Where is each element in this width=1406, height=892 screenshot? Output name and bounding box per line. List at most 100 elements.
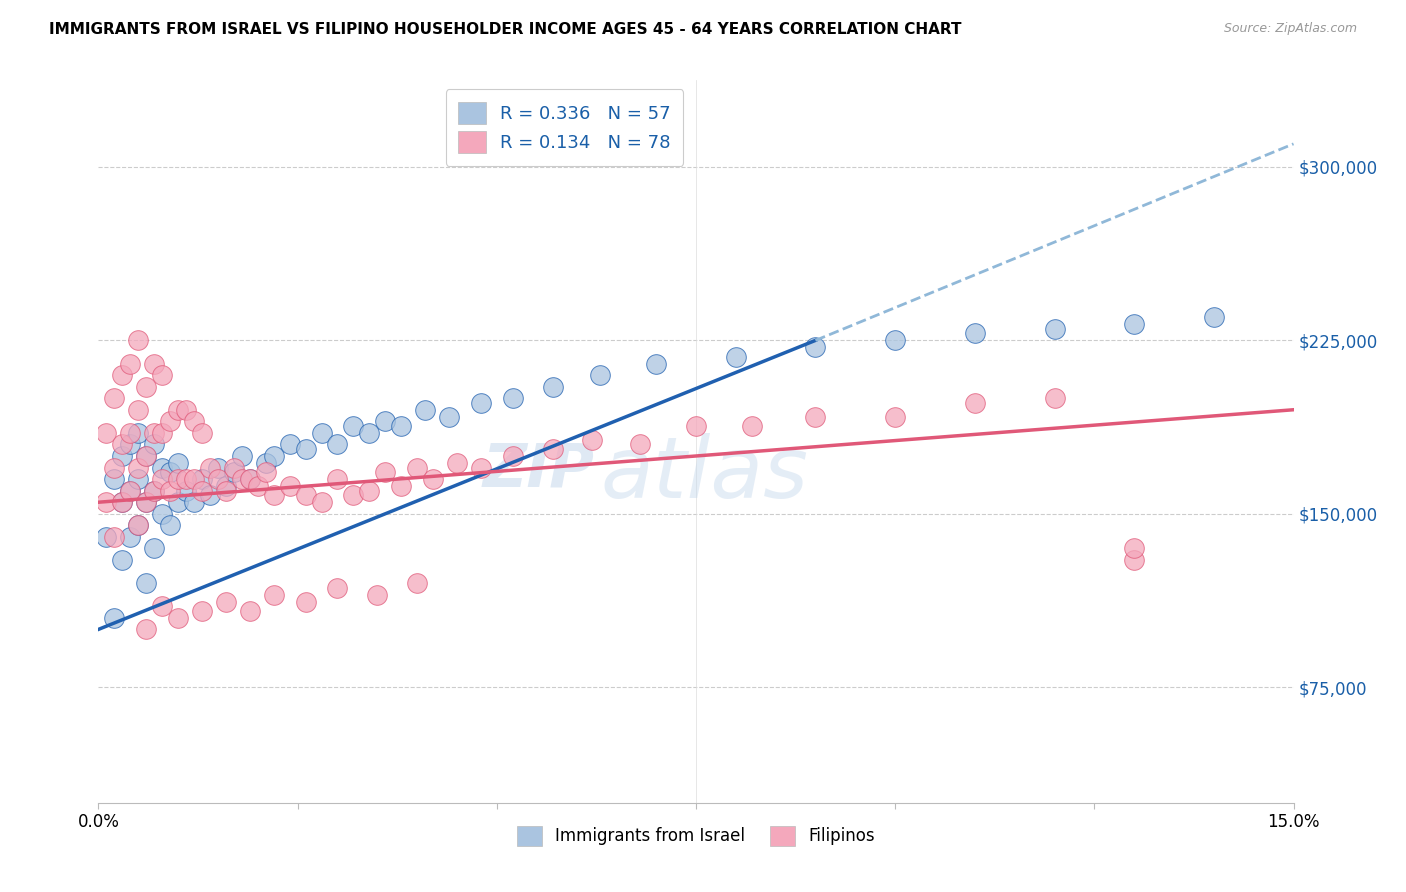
Point xyxy=(174,472,197,486)
Point xyxy=(120,530,142,544)
Point xyxy=(167,402,190,417)
Point xyxy=(198,460,221,475)
Point xyxy=(215,479,238,493)
Point xyxy=(1123,541,1146,556)
Point xyxy=(502,391,524,405)
Point xyxy=(111,368,134,382)
Point xyxy=(159,483,181,498)
Point xyxy=(150,599,173,614)
Point xyxy=(422,472,444,486)
Point xyxy=(239,604,262,618)
Point xyxy=(167,611,190,625)
Point xyxy=(174,402,197,417)
Point xyxy=(135,495,157,509)
Point xyxy=(207,460,229,475)
Point xyxy=(502,449,524,463)
Point xyxy=(135,449,157,463)
Point xyxy=(541,379,564,393)
Point xyxy=(120,483,142,498)
Point xyxy=(470,396,492,410)
Point xyxy=(263,588,285,602)
Point xyxy=(103,472,125,486)
Point xyxy=(143,437,166,451)
Point xyxy=(103,611,125,625)
Point xyxy=(198,488,221,502)
Point xyxy=(389,479,412,493)
Point xyxy=(366,588,388,602)
Point xyxy=(263,449,285,463)
Point xyxy=(159,465,181,479)
Point xyxy=(159,518,181,533)
Point xyxy=(191,483,214,498)
Point xyxy=(120,437,142,451)
Point xyxy=(150,425,173,440)
Point xyxy=(685,419,707,434)
Point xyxy=(884,409,907,424)
Point xyxy=(111,553,134,567)
Point xyxy=(446,456,468,470)
Point xyxy=(1043,391,1066,405)
Point xyxy=(311,425,333,440)
Point xyxy=(1043,322,1066,336)
Point xyxy=(111,449,134,463)
Point xyxy=(183,472,205,486)
Point xyxy=(167,456,190,470)
Point xyxy=(143,483,166,498)
Point xyxy=(963,326,986,341)
Point xyxy=(294,442,316,456)
Point xyxy=(963,396,986,410)
Point xyxy=(804,409,827,424)
Point xyxy=(437,409,460,424)
Point xyxy=(470,460,492,475)
Point xyxy=(374,414,396,428)
Point xyxy=(143,483,166,498)
Point xyxy=(326,437,349,451)
Point xyxy=(589,368,612,382)
Point xyxy=(884,334,907,348)
Point xyxy=(804,340,827,354)
Point xyxy=(215,483,238,498)
Point xyxy=(359,483,381,498)
Point xyxy=(278,437,301,451)
Point xyxy=(222,465,245,479)
Text: IMMIGRANTS FROM ISRAEL VS FILIPINO HOUSEHOLDER INCOME AGES 45 - 64 YEARS CORRELA: IMMIGRANTS FROM ISRAEL VS FILIPINO HOUSE… xyxy=(49,22,962,37)
Point xyxy=(326,581,349,595)
Point xyxy=(294,488,316,502)
Point xyxy=(645,357,668,371)
Point xyxy=(215,594,238,608)
Point xyxy=(541,442,564,456)
Point xyxy=(150,460,173,475)
Point xyxy=(127,518,149,533)
Point xyxy=(143,357,166,371)
Point xyxy=(135,623,157,637)
Point xyxy=(413,402,436,417)
Point xyxy=(135,379,157,393)
Point xyxy=(127,518,149,533)
Point xyxy=(359,425,381,440)
Point xyxy=(311,495,333,509)
Text: Source: ZipAtlas.com: Source: ZipAtlas.com xyxy=(1223,22,1357,36)
Point xyxy=(406,576,429,591)
Point xyxy=(724,350,747,364)
Point xyxy=(174,483,197,498)
Point xyxy=(127,460,149,475)
Point xyxy=(150,368,173,382)
Point xyxy=(111,437,134,451)
Point xyxy=(342,488,364,502)
Point xyxy=(581,433,603,447)
Legend: Immigrants from Israel, Filipinos: Immigrants from Israel, Filipinos xyxy=(503,813,889,860)
Point xyxy=(342,419,364,434)
Point xyxy=(191,604,214,618)
Text: atlas: atlas xyxy=(600,433,808,516)
Point xyxy=(239,472,262,486)
Point xyxy=(628,437,651,451)
Point xyxy=(239,472,262,486)
Point xyxy=(135,576,157,591)
Point xyxy=(96,530,118,544)
Point xyxy=(111,495,134,509)
Point xyxy=(103,460,125,475)
Point xyxy=(159,414,181,428)
Point xyxy=(127,402,149,417)
Point xyxy=(127,334,149,348)
Point xyxy=(389,419,412,434)
